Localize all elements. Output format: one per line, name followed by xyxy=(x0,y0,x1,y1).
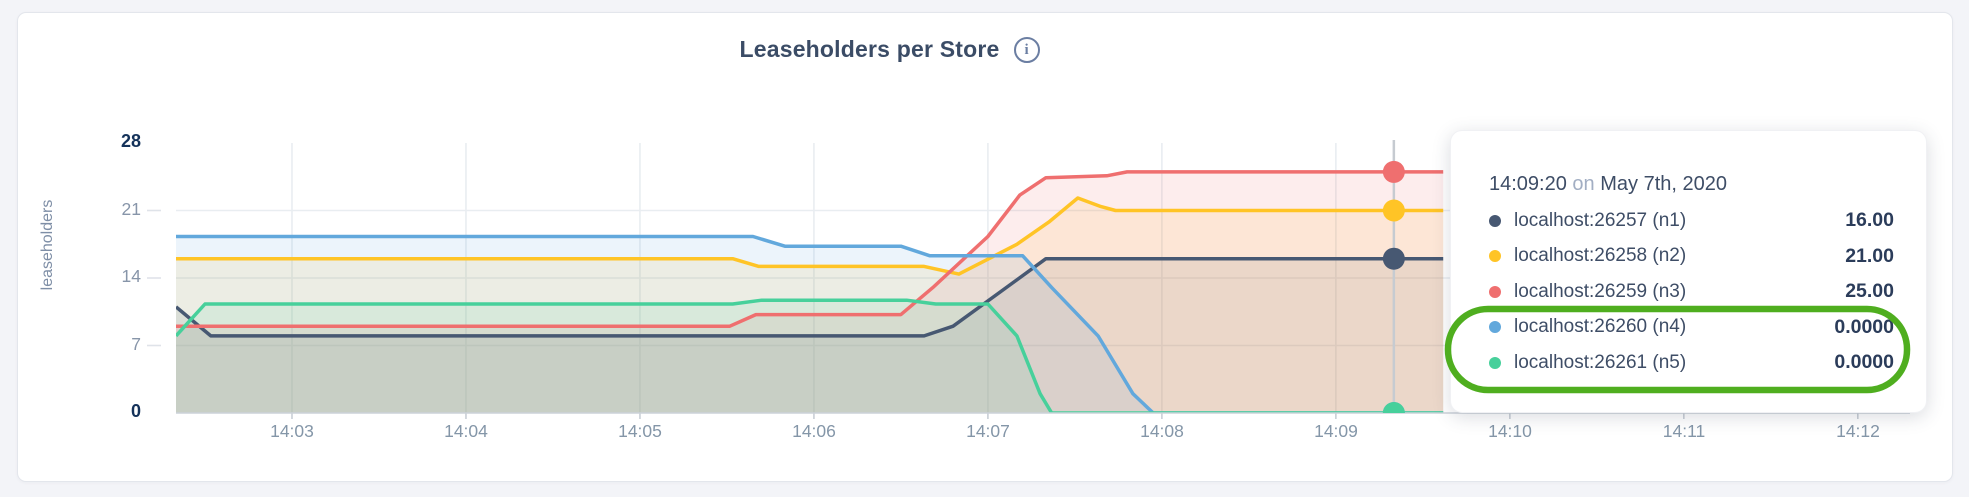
x-tick-label: 14:06 xyxy=(792,421,836,441)
tooltip-date: May 7th, 2020 xyxy=(1600,173,1727,195)
series-label: localhost:26261 (n5) xyxy=(1514,351,1687,373)
x-tick-label: 14:10 xyxy=(1488,421,1532,441)
y-axis-label: leaseholders xyxy=(39,200,56,291)
x-tick-label: 14:11 xyxy=(1663,421,1706,441)
x-tick-label: 14:08 xyxy=(1140,421,1184,441)
y-tick-label: 7 xyxy=(131,334,141,354)
x-tick-label: 14:07 xyxy=(966,421,1010,441)
series-value: 25.00 xyxy=(1845,280,1894,303)
series-value: 0.0000 xyxy=(1834,351,1894,374)
chart-header: Leaseholders per Store i xyxy=(0,36,1969,63)
info-icon[interactable]: i xyxy=(1013,36,1040,63)
tooltip-row-n5: localhost:26261 (n5) 0.0000 xyxy=(1489,345,1894,381)
series-label: localhost:26260 (n4) xyxy=(1514,316,1687,338)
series-value: 16.00 xyxy=(1845,209,1894,232)
series-dot-n5 xyxy=(1489,356,1501,369)
series-dot-n4 xyxy=(1489,321,1501,334)
tooltip-on-word: on xyxy=(1572,173,1595,195)
y-tick-label: 21 xyxy=(122,199,141,219)
x-tick-label: 14:05 xyxy=(618,421,662,441)
series-label: localhost:26257 (n1) xyxy=(1514,209,1687,231)
x-tick-label: 14:03 xyxy=(270,421,314,441)
y-tick-label: 0 xyxy=(131,401,141,421)
x-tick-label: 14:04 xyxy=(444,421,488,441)
series-label: localhost:26259 (n3) xyxy=(1514,280,1687,302)
series-dot-n1 xyxy=(1489,214,1501,227)
x-tick-label: 14:12 xyxy=(1836,421,1880,441)
y-tick-label: 14 xyxy=(122,266,142,286)
chart-title: Leaseholders per Store xyxy=(739,36,1000,62)
tooltip-timestamp: 14:09:20 on May 7th, 2020 xyxy=(1489,173,1894,196)
tooltip-row-n2: localhost:26258 (n2) 21.00 xyxy=(1489,239,1894,275)
series-label: localhost:26258 (n2) xyxy=(1514,245,1687,267)
hover-tooltip: 14:09:20 on May 7th, 2020 localhost:2625… xyxy=(1450,130,1927,413)
series-dot-n2 xyxy=(1489,250,1501,263)
y-tick-label: 28 xyxy=(121,131,141,151)
series-dot-n3 xyxy=(1489,285,1501,298)
tooltip-time: 14:09:20 xyxy=(1489,173,1567,195)
x-tick-label: 14:09 xyxy=(1314,421,1358,441)
chart-plot-area[interactable] xyxy=(147,140,1910,424)
series-value: 21.00 xyxy=(1845,244,1894,267)
tooltip-row-n4: localhost:26260 (n4) 0.0000 xyxy=(1489,310,1894,346)
series-value: 0.0000 xyxy=(1834,315,1894,338)
tooltip-row-n1: localhost:26257 (n1) 16.00 xyxy=(1489,203,1894,239)
tooltip-row-n3: localhost:26259 (n3) 25.00 xyxy=(1489,274,1894,310)
